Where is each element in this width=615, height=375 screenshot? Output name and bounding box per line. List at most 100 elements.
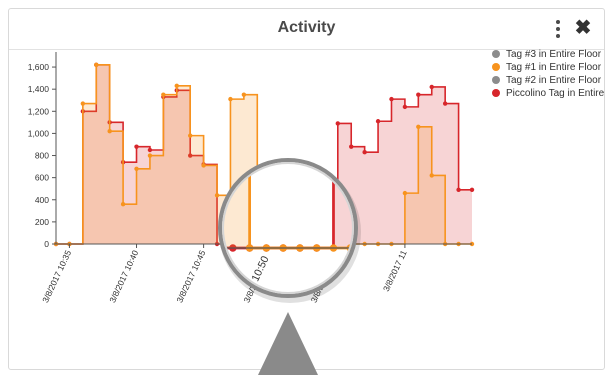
data-point (11, 244, 19, 252)
data-point (414, 63, 422, 70)
data-point (375, 119, 381, 124)
legend-label: Piccolino Tag in Entire Floor (506, 88, 604, 99)
lens-x-tick-label: 3/8/2017 10:35 (0, 254, 20, 323)
data-point (514, 177, 522, 185)
lens-x-tick-label: 3/8/2017 10:40 (63, 254, 104, 323)
y-tick-label: 1,000 (28, 128, 50, 138)
more-vert-icon[interactable] (550, 18, 566, 40)
data-point (464, 159, 472, 167)
y-tick-label: 200 (35, 217, 49, 227)
data-point (201, 163, 206, 168)
lens-inner-rim (222, 162, 354, 294)
data-point (514, 244, 522, 252)
data-point (214, 193, 220, 198)
series-area (56, 64, 472, 244)
series-line (56, 64, 472, 245)
lens-rim (218, 158, 358, 298)
data-point (134, 166, 139, 171)
data-point (229, 58, 237, 66)
data-point (187, 133, 193, 138)
x-tick-label: 3/8/2017 10:35 (40, 248, 73, 304)
close-icon[interactable]: ✖ (574, 17, 592, 39)
data-point (80, 101, 86, 106)
data-point (429, 84, 434, 90)
data-point (241, 92, 247, 97)
data-point (362, 150, 367, 155)
y-tick-label: 1,200 (28, 106, 50, 116)
data-point (416, 124, 421, 129)
data-point (347, 94, 355, 102)
data-point (447, 58, 455, 66)
legend-marker-icon (492, 89, 500, 97)
y-tick-label: 1,400 (28, 84, 50, 94)
panel-header: Activity ✖ (9, 9, 604, 50)
data-point (161, 92, 166, 97)
panel-title: Activity (277, 19, 336, 36)
data-point (456, 187, 461, 193)
data-point (402, 190, 408, 196)
y-tick-label: 1,600 (28, 62, 50, 72)
data-point (497, 244, 505, 252)
legend-item[interactable]: Tag #1 in Entire Floor (492, 61, 604, 74)
data-point (481, 69, 489, 77)
data-point (329, 162, 338, 171)
lens-content: 3/8/2017 10:35 3/8/2017 10:40 3/8/2017 10:… (0, 20, 522, 323)
data-point (61, 103, 69, 111)
data-point (389, 96, 394, 102)
data-point (145, 52, 153, 60)
data-point (45, 20, 53, 28)
data-point (380, 244, 388, 252)
chart-legend: Tag #3 in Entire Floor Tag #1 in Entire … (492, 48, 604, 100)
data-point (349, 144, 354, 149)
data-point (11, 244, 19, 252)
legend-item[interactable]: Tag #3 in Entire Floor (492, 48, 604, 61)
data-point (128, 60, 136, 68)
data-point (147, 147, 153, 153)
legend-marker-icon (492, 76, 500, 84)
series-area (56, 64, 472, 244)
data-point (145, 47, 153, 55)
x-tick-label: 3/8/2017 10:40 (107, 248, 140, 304)
data-point (429, 173, 434, 178)
legend-item[interactable]: Piccolino Tag in Entire Floor (492, 87, 604, 100)
magnifier-lens: 3/8/2017 10:35 3/8/2017 10:40 3/8/2017 10:… (0, 20, 522, 323)
data-point (414, 244, 422, 252)
x-tick-label: 3/8/2017 10:45 (174, 248, 207, 304)
data-point (402, 104, 408, 110)
data-point (228, 96, 233, 102)
data-point (416, 92, 421, 97)
data-point (94, 62, 99, 68)
magnifier-pointer (258, 312, 318, 375)
data-point (397, 91, 405, 99)
y-tick-label: 0 (44, 239, 49, 249)
legend-label: Tag #1 in Entire Floor (506, 62, 602, 73)
data-point (335, 121, 341, 126)
legend-item[interactable]: Tag #2 in Entire Floor (492, 74, 604, 87)
data-point (128, 58, 136, 66)
data-point (45, 20, 53, 28)
data-point (174, 83, 179, 89)
lens-background (220, 160, 356, 296)
data-point (212, 63, 220, 70)
y-tick-label: 600 (35, 173, 49, 183)
data-point (61, 92, 69, 100)
legend-label: Tag #3 in Entire Floor (506, 49, 602, 60)
data-point (442, 101, 448, 106)
data-point (120, 201, 126, 207)
data-point (107, 129, 112, 134)
data-point (147, 153, 153, 158)
data-point (0, 244, 2, 252)
legend-marker-icon (492, 63, 500, 71)
lens-x-tick-label: 3/8/2017 11 (405, 254, 439, 309)
data-point (0, 244, 2, 252)
data-point (430, 73, 438, 81)
data-point (469, 187, 475, 193)
y-tick-label: 800 (35, 151, 49, 161)
x-tick-label: 3/8/2017 11 (381, 248, 409, 293)
data-point (134, 144, 139, 149)
data-point (497, 177, 505, 185)
data-point (481, 244, 489, 252)
data-point (464, 48, 472, 56)
data-point (363, 123, 371, 131)
